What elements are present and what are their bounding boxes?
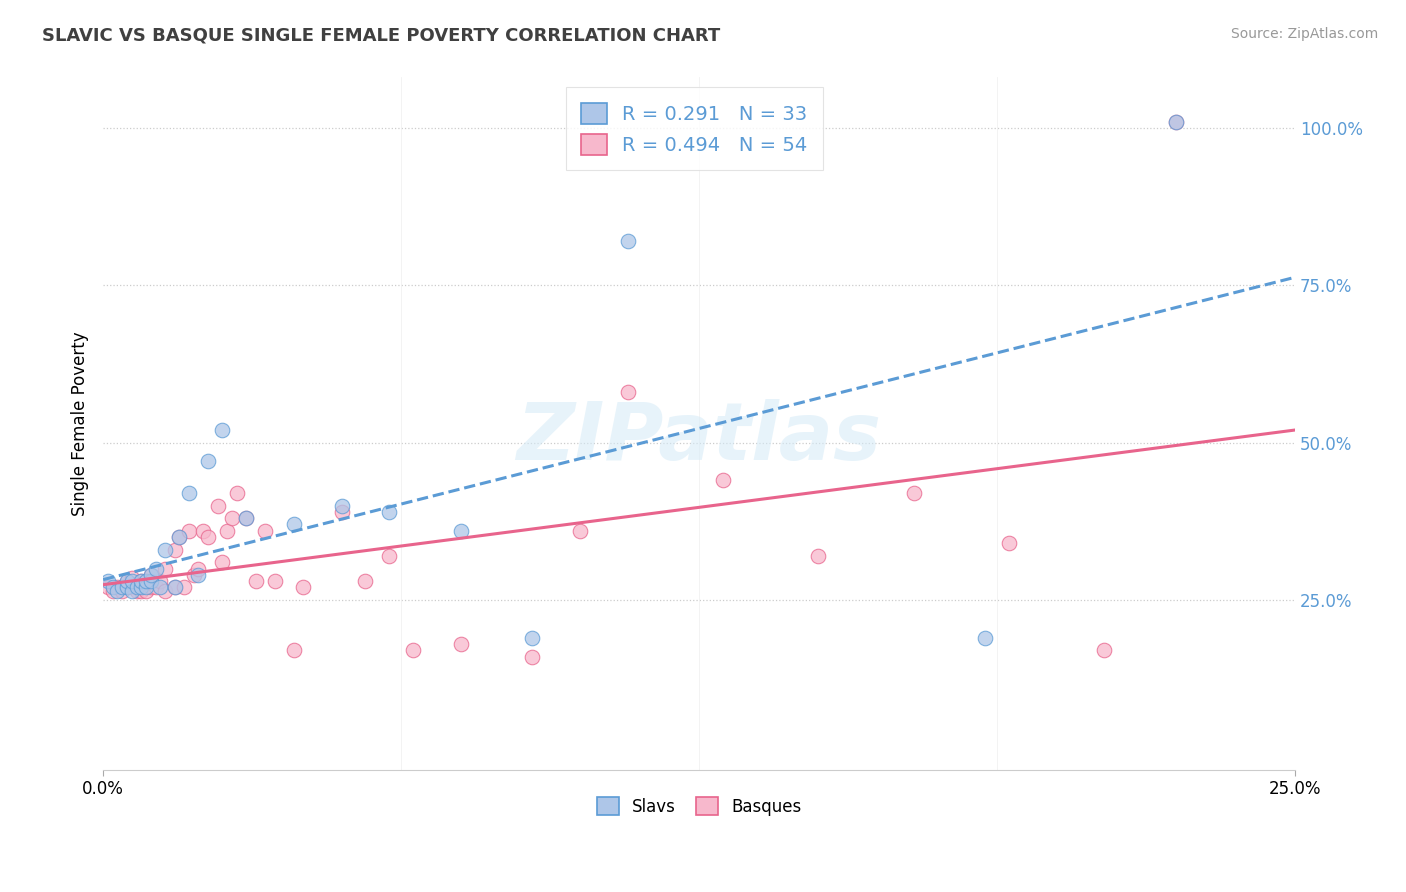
Point [121,581,143,595]
Point [450,524,472,538]
Point [225,486,247,500]
Text: SLAVIC VS BASQUE SINGLE FEMALE POVERTY CORRELATION CHART: SLAVIC VS BASQUE SINGLE FEMALE POVERTY C… [42,27,720,45]
Point [163,542,186,557]
Point [177,486,200,500]
Point [197,454,219,468]
Point [111,581,134,595]
Point [283,517,305,532]
Point [145,561,167,575]
Point [139,567,162,582]
Point [115,581,138,595]
Point [121,583,143,598]
Point [378,505,401,519]
Point [330,505,353,519]
Point [711,474,734,488]
Point [107,581,129,595]
Point [254,524,277,538]
Point [125,577,148,591]
Point [149,574,172,588]
Point [378,549,401,563]
Point [145,581,167,595]
Point [101,583,124,598]
Point [177,524,200,538]
Point [139,567,162,582]
Point [169,530,191,544]
Point [125,583,148,598]
Point [568,524,591,538]
Point [283,643,305,657]
Point [163,581,186,595]
Point [97,574,120,588]
Point [115,581,138,595]
Point [129,574,152,588]
Text: ZIPatlas: ZIPatlas [516,399,882,476]
Point [330,499,353,513]
Point [211,423,233,437]
Point [1092,643,1115,657]
Point [183,567,205,582]
Point [135,583,157,598]
Point [169,530,191,544]
Point [263,574,285,588]
Point [153,542,176,557]
Point [193,524,215,538]
Point [129,581,152,595]
Point [402,643,425,657]
Point [153,561,176,575]
Point [115,574,138,588]
Point [139,574,162,588]
Point [163,581,186,595]
Point [245,574,267,588]
Point [121,574,143,588]
Point [207,499,229,513]
Point [149,581,172,595]
Point [187,567,209,582]
Point [235,511,257,525]
Point [129,583,152,598]
Point [1164,114,1187,128]
Text: Source: ZipAtlas.com: Source: ZipAtlas.com [1230,27,1378,41]
Point [111,583,134,598]
Point [221,511,243,525]
Point [522,631,544,645]
Point [197,530,219,544]
Point [998,536,1021,550]
Legend: Slavs, Basques: Slavs, Basques [589,789,810,824]
Point [974,631,997,645]
Point [121,571,143,585]
Point [107,583,129,598]
Point [807,549,830,563]
Point [1164,114,1187,128]
Point [211,555,233,569]
Point [235,511,257,525]
Point [129,574,152,588]
Point [125,581,148,595]
Point [135,574,157,588]
Point [135,581,157,595]
Point [292,581,315,595]
Point [115,574,138,588]
Point [101,581,124,595]
Y-axis label: Single Female Poverty: Single Female Poverty [72,332,89,516]
Point [173,581,195,595]
Point [522,649,544,664]
Point [97,581,120,595]
Point [903,486,925,500]
Point [153,583,176,598]
Point [616,385,638,400]
Point [217,524,239,538]
Point [139,581,162,595]
Point [450,637,472,651]
Point [187,561,209,575]
Point [354,574,377,588]
Point [616,234,638,248]
Point [135,574,157,588]
